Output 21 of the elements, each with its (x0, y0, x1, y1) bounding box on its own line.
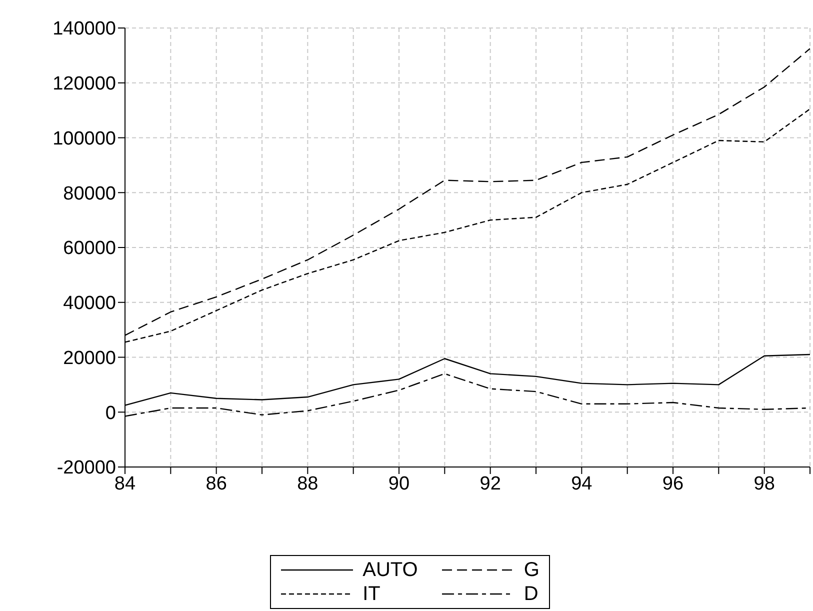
legend-label: AUTO (362, 558, 418, 582)
x-tick-label: 84 (114, 473, 136, 494)
y-tick-label: 80000 (63, 183, 116, 204)
x-tick-label: 86 (206, 473, 227, 494)
x-tick-label: 88 (297, 473, 318, 494)
y-tick-label: 40000 (63, 293, 116, 314)
y-tick-label: 20000 (63, 348, 116, 369)
x-tick-label: 98 (754, 473, 775, 494)
legend-label: G (524, 558, 540, 582)
y-tick-label: 140000 (52, 18, 116, 40)
x-tick-label: 90 (388, 473, 410, 494)
y-tick-label: 0 (105, 402, 116, 424)
x-tick-label: 94 (571, 473, 593, 494)
y-tick-label: 120000 (52, 74, 116, 95)
legend-label: IT (362, 582, 380, 606)
x-tick-label: 96 (662, 473, 684, 494)
y-tick-label: -20000 (56, 458, 116, 479)
legend-label: D (524, 582, 538, 606)
y-tick-label: 100000 (52, 128, 116, 150)
x-tick-label: 92 (480, 473, 501, 494)
y-tick-label: 60000 (63, 238, 116, 260)
